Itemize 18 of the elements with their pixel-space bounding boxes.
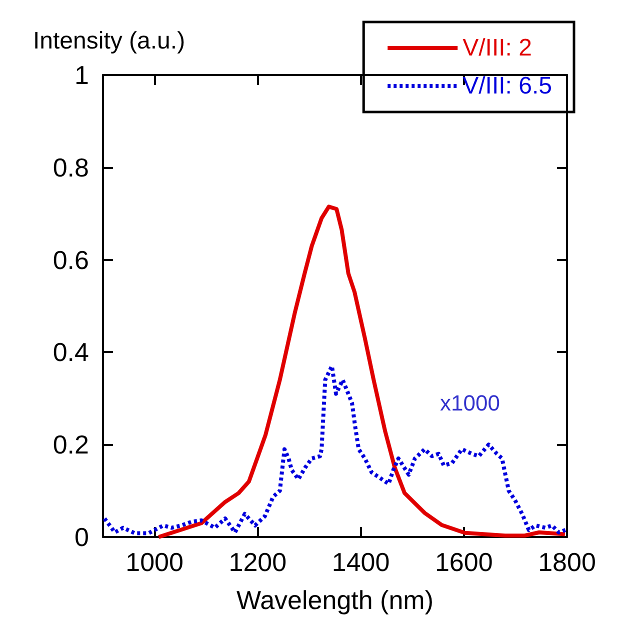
y-tick-label: 0.2: [52, 430, 89, 460]
y-tick-label: 1: [74, 60, 89, 90]
legend-label: V/III: 2: [462, 34, 532, 62]
annotation: x1000: [440, 390, 500, 416]
x-axis-title: Wavelength (nm): [236, 585, 434, 615]
y-tick-label: 0.6: [52, 244, 89, 275]
line-series: [156, 204, 567, 539]
y-tick-label: 0: [74, 522, 89, 552]
text: V/III: 6.5: [462, 72, 552, 100]
line-series: [102, 364, 568, 536]
x-tick-label: 1800: [538, 547, 596, 577]
x-tick-label: 1600: [434, 547, 493, 577]
y-tick-label: 0.8: [52, 152, 89, 182]
x-tick-label: 1200: [228, 547, 287, 577]
y-tick-label: 0.4: [52, 337, 89, 368]
x-tick-label: 1000: [126, 547, 184, 577]
y-axis-title: Intensity (a.u.): [33, 28, 186, 54]
x-tick-label: 1400: [332, 547, 390, 577]
